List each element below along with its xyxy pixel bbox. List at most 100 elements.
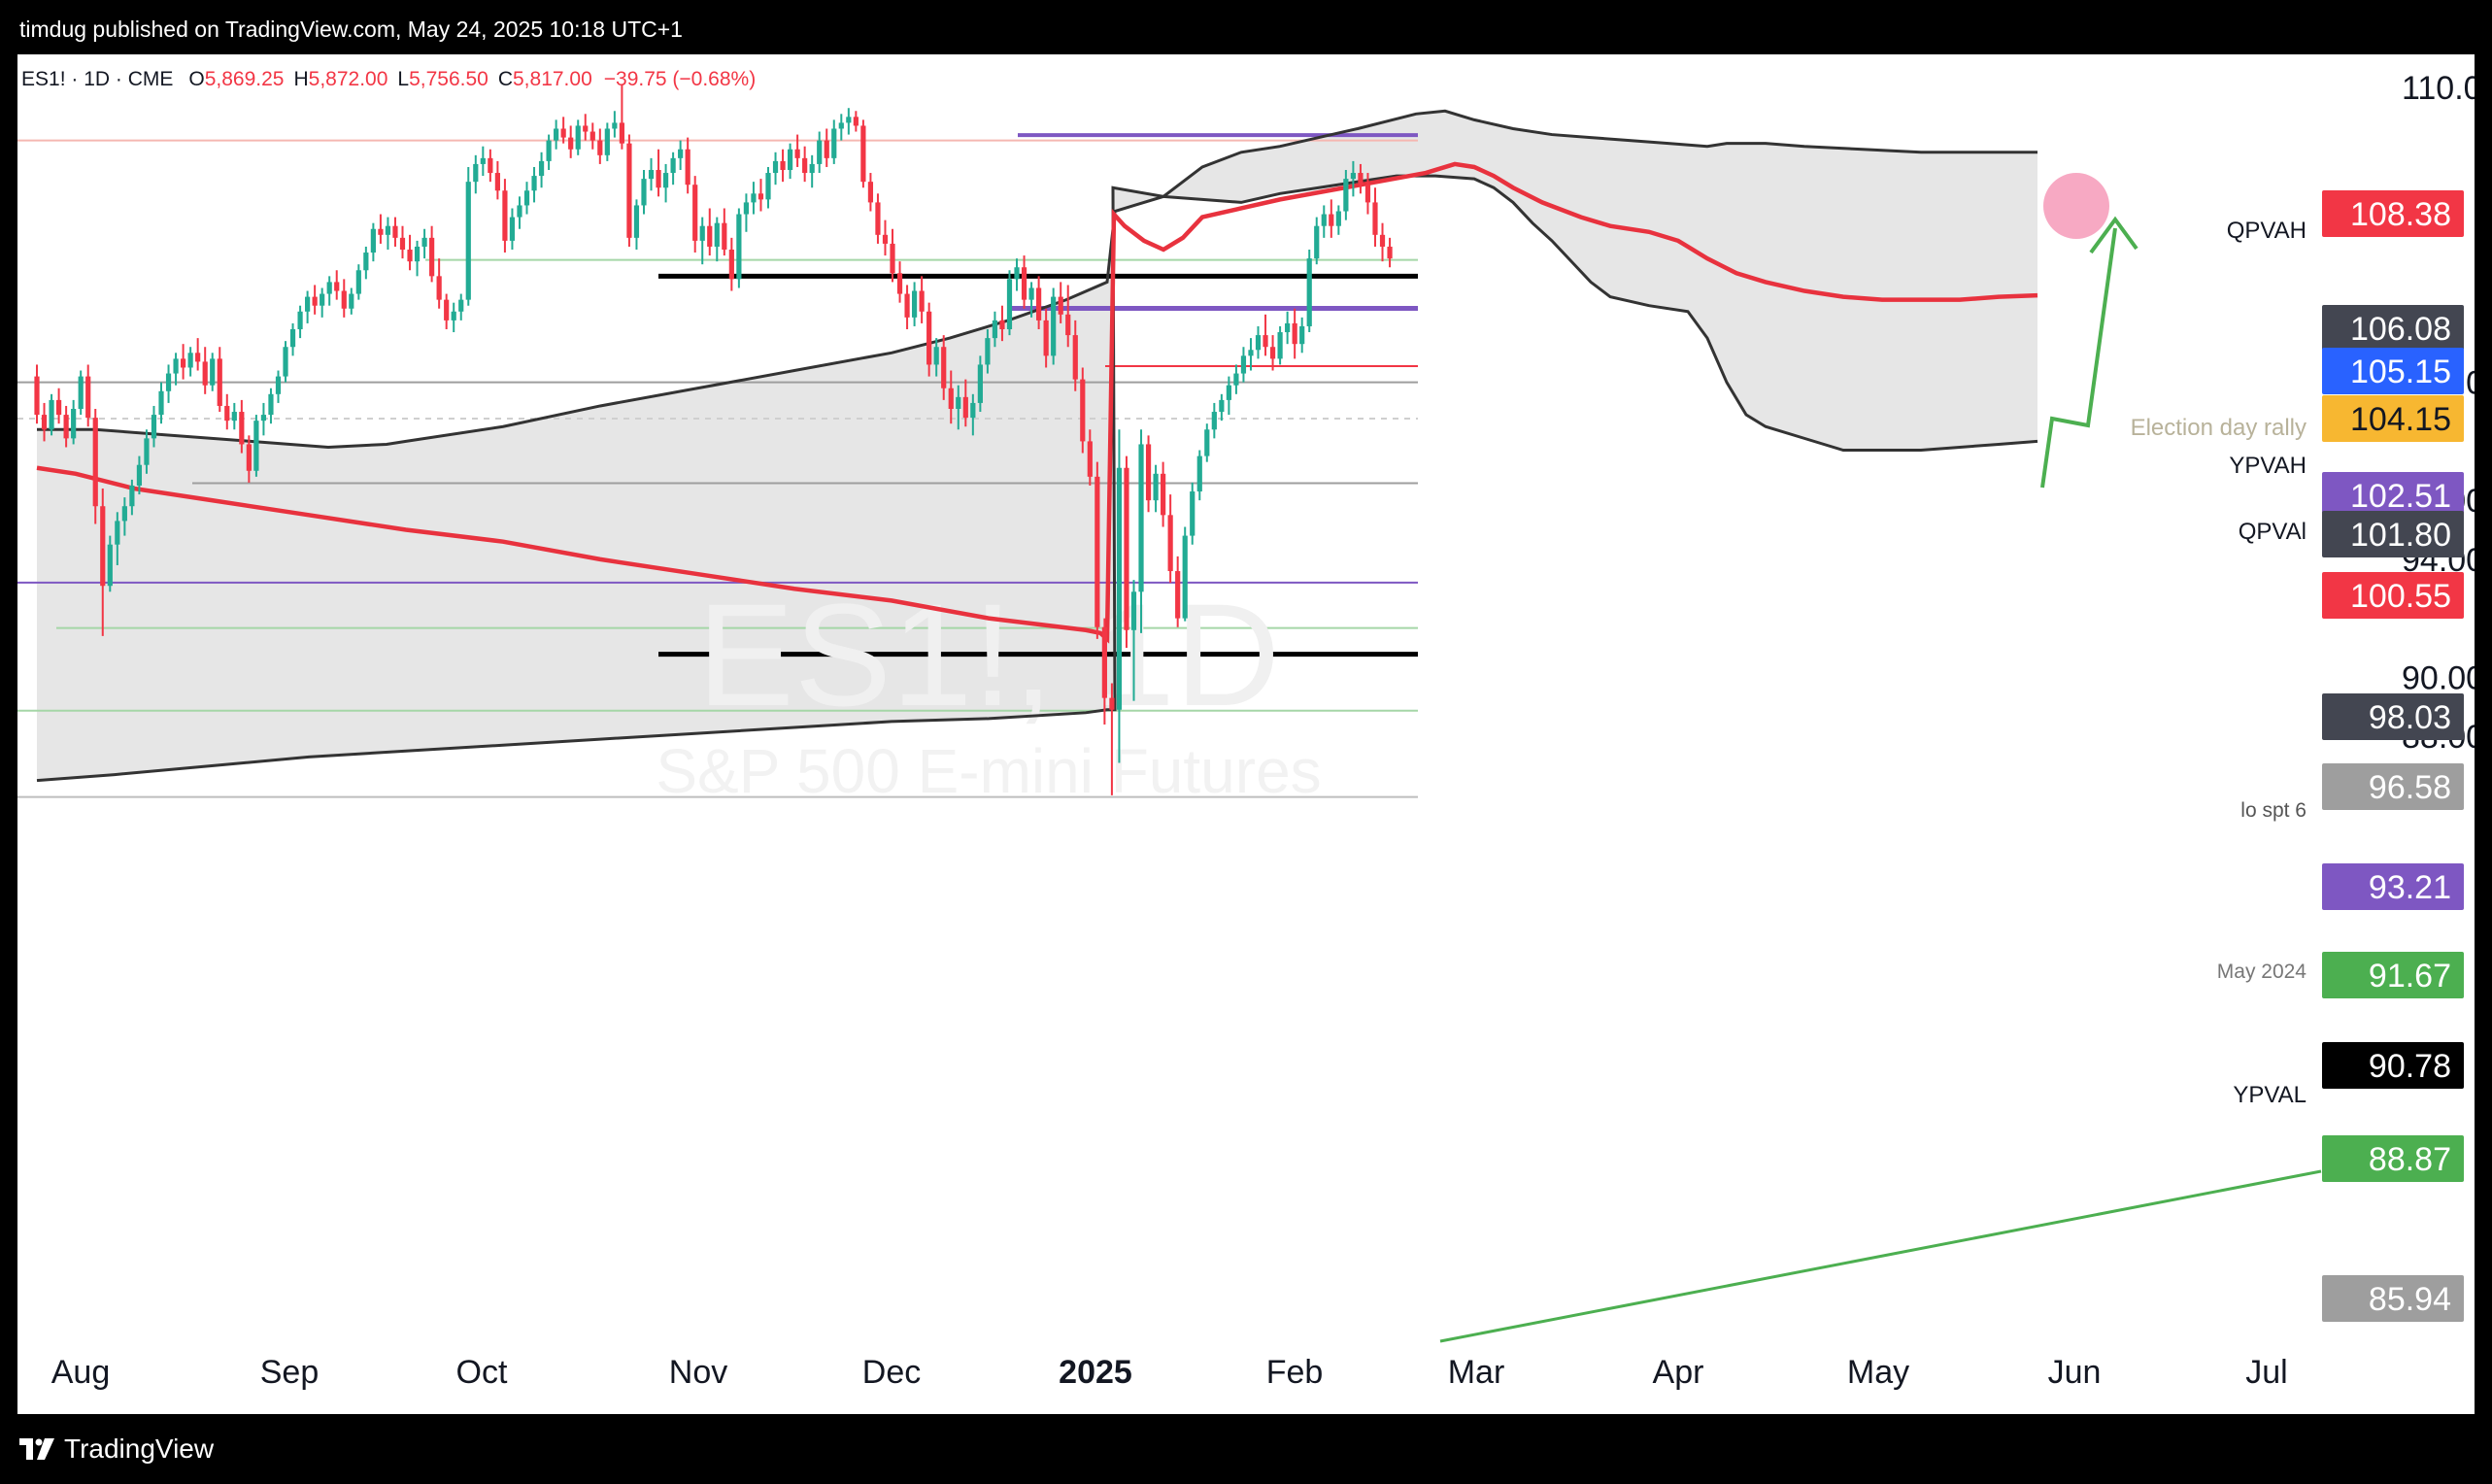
candle[interactable]: [231, 402, 237, 430]
candle[interactable]: [648, 157, 655, 191]
candle[interactable]: [692, 176, 698, 253]
candle[interactable]: [1021, 255, 1027, 309]
candle[interactable]: [1167, 494, 1173, 584]
candle[interactable]: [612, 111, 618, 138]
candle[interactable]: [904, 285, 910, 330]
candle[interactable]: [165, 364, 172, 403]
candle[interactable]: [1161, 461, 1166, 527]
candle[interactable]: [765, 166, 771, 209]
candle[interactable]: [1329, 199, 1334, 238]
candle[interactable]: [473, 154, 479, 194]
candle[interactable]: [78, 370, 84, 416]
candle[interactable]: [253, 415, 259, 477]
candle[interactable]: [1058, 282, 1063, 323]
candle[interactable]: [334, 270, 340, 300]
candle[interactable]: [656, 149, 661, 197]
candle[interactable]: [714, 217, 720, 262]
candle[interactable]: [378, 214, 384, 244]
price-tag[interactable]: 85.94: [2322, 1275, 2464, 1322]
candle[interactable]: [604, 122, 610, 161]
candle[interactable]: [1065, 285, 1071, 348]
candle[interactable]: [1314, 217, 1320, 265]
candle[interactable]: [992, 311, 998, 348]
candle[interactable]: [71, 399, 77, 445]
candle[interactable]: [107, 535, 113, 592]
candle[interactable]: [919, 276, 925, 323]
candle[interactable]: [458, 293, 464, 320]
price-tag[interactable]: 106.08: [2322, 305, 2464, 352]
candle[interactable]: [1343, 170, 1349, 220]
target-marker[interactable]: [2043, 173, 2109, 239]
candle[interactable]: [926, 302, 932, 377]
price-tag[interactable]: 93.21: [2322, 863, 2464, 910]
candle[interactable]: [867, 173, 874, 212]
tradingview-logo[interactable]: TradingView: [19, 1433, 214, 1465]
candle[interactable]: [1175, 556, 1181, 627]
price-tag[interactable]: 102.51: [2322, 472, 2464, 519]
candle[interactable]: [1190, 482, 1195, 545]
price-tag[interactable]: 100.55: [2322, 572, 2464, 619]
candle[interactable]: [633, 199, 640, 251]
candle[interactable]: [941, 335, 947, 400]
candle[interactable]: [414, 240, 421, 277]
candle[interactable]: [1072, 320, 1078, 391]
candle[interactable]: [1145, 435, 1152, 513]
candle[interactable]: [509, 208, 516, 251]
candle[interactable]: [1255, 325, 1262, 359]
price-tag[interactable]: 104.15: [2322, 395, 2464, 442]
candle[interactable]: [817, 131, 823, 174]
candle[interactable]: [546, 134, 552, 171]
candle[interactable]: [1269, 335, 1276, 371]
candle[interactable]: [1233, 364, 1239, 394]
candle[interactable]: [1153, 464, 1159, 513]
candle[interactable]: [589, 122, 595, 150]
candle[interactable]: [1087, 429, 1093, 486]
candle[interactable]: [722, 208, 727, 256]
candle[interactable]: [1248, 338, 1254, 371]
candle[interactable]: [1240, 347, 1247, 383]
band-upper-line[interactable]: [37, 109, 2037, 449]
candle[interactable]: [399, 225, 406, 259]
candle[interactable]: [882, 219, 889, 256]
candle[interactable]: [312, 285, 318, 315]
trend-line[interactable]: [1439, 1169, 2322, 1343]
candle[interactable]: [436, 258, 442, 309]
projection-arrow[interactable]: [2040, 227, 2117, 489]
candle[interactable]: [912, 282, 918, 326]
candle[interactable]: [429, 225, 435, 283]
candle[interactable]: [1014, 258, 1020, 291]
moving-average-line[interactable]: [36, 161, 2038, 644]
candle[interactable]: [678, 140, 684, 171]
candle[interactable]: [239, 399, 245, 454]
candle[interactable]: [1358, 163, 1364, 194]
candle[interactable]: [451, 302, 456, 333]
candle[interactable]: [956, 385, 961, 430]
candle[interactable]: [999, 305, 1005, 342]
candle[interactable]: [1101, 618, 1107, 725]
candle[interactable]: [173, 353, 179, 386]
candle[interactable]: [626, 134, 632, 247]
candle[interactable]: [187, 347, 193, 377]
candle[interactable]: [1204, 423, 1210, 462]
candle[interactable]: [860, 119, 866, 188]
candle[interactable]: [63, 405, 69, 448]
candle[interactable]: [575, 119, 581, 155]
candle[interactable]: [1138, 429, 1144, 633]
price-chart[interactable]: ES1!, 1D S&P 500 E-mini Futures QPVAH Ele…: [17, 54, 2492, 1414]
candle[interactable]: [751, 182, 757, 215]
candle[interactable]: [1043, 308, 1049, 368]
candle[interactable]: [502, 179, 508, 253]
candle[interactable]: [370, 222, 376, 262]
candle[interactable]: [392, 217, 398, 247]
candle[interactable]: [158, 382, 164, 424]
candle[interactable]: [100, 489, 106, 636]
candle[interactable]: [853, 111, 859, 132]
price-tag[interactable]: 108.38: [2322, 190, 2464, 237]
candle[interactable]: [517, 196, 522, 229]
candle[interactable]: [809, 154, 815, 188]
price-tag[interactable]: 98.03: [2322, 693, 2464, 740]
candle[interactable]: [1285, 311, 1291, 345]
candle[interactable]: [1292, 308, 1297, 359]
price-tag[interactable]: 101.80: [2322, 511, 2464, 557]
candle[interactable]: [305, 290, 311, 323]
